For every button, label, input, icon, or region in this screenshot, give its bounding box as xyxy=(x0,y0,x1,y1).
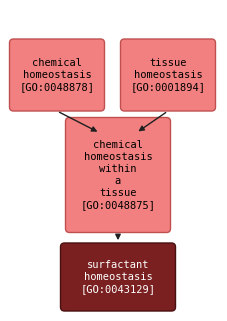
FancyBboxPatch shape xyxy=(60,243,175,311)
FancyBboxPatch shape xyxy=(65,117,170,232)
Text: surfactant
homeostasis
[GO:0043129]: surfactant homeostasis [GO:0043129] xyxy=(80,260,155,294)
Text: chemical
homeostasis
within
a
tissue
[GO:0048875]: chemical homeostasis within a tissue [GO… xyxy=(80,140,155,210)
FancyBboxPatch shape xyxy=(120,39,215,111)
Text: chemical
homeostasis
[GO:0048878]: chemical homeostasis [GO:0048878] xyxy=(20,58,94,92)
FancyBboxPatch shape xyxy=(10,39,104,111)
Text: tissue
homeostasis
[GO:0001894]: tissue homeostasis [GO:0001894] xyxy=(130,58,205,92)
